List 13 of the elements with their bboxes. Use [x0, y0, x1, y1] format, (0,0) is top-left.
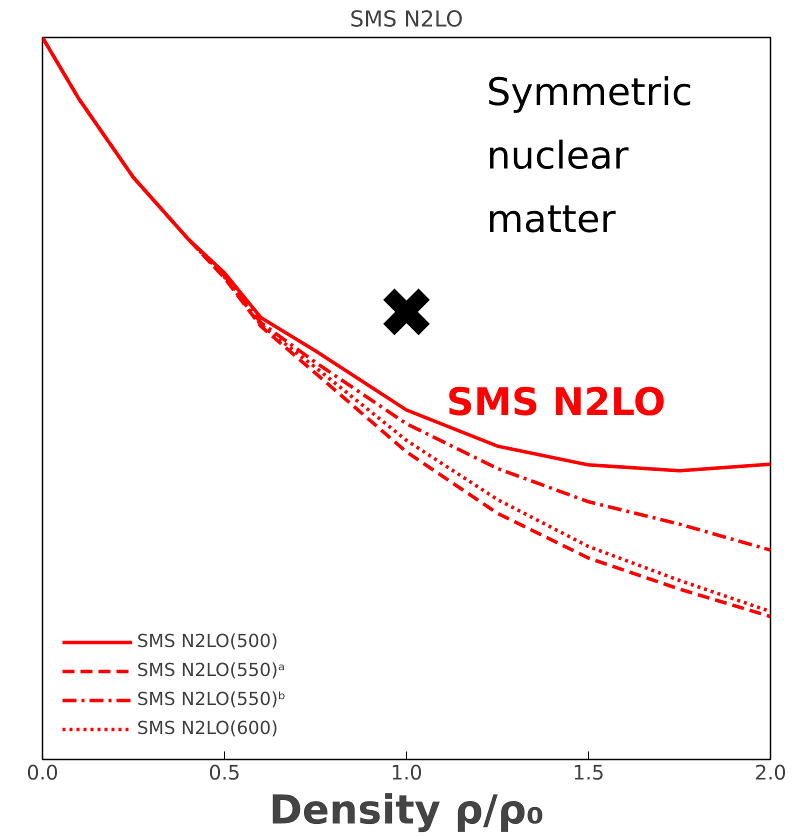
x-tick-label: 1.5 [572, 760, 604, 784]
x-tick-label: 2.0 [754, 760, 786, 784]
legend-label: SMS N2LO(600) [137, 718, 278, 739]
x-tick-label: 0.5 [208, 760, 240, 784]
chart-title: SMS N2LO [350, 8, 464, 32]
x-axis-title: Density ρ/ρ₀ [269, 788, 544, 834]
annotation: SMS N2LO [446, 380, 666, 424]
legend-label: SMS N2LO(550)ᵃ [137, 660, 286, 681]
legend-label: SMS N2LO(500) [137, 631, 278, 652]
annotation: Symmetric nuclear matter [486, 70, 693, 242]
x-tick-label: 0.0 [26, 760, 58, 784]
legend-label: SMS N2LO(550)ᵇ [137, 689, 286, 710]
x-tick-label: 1.0 [390, 760, 422, 784]
